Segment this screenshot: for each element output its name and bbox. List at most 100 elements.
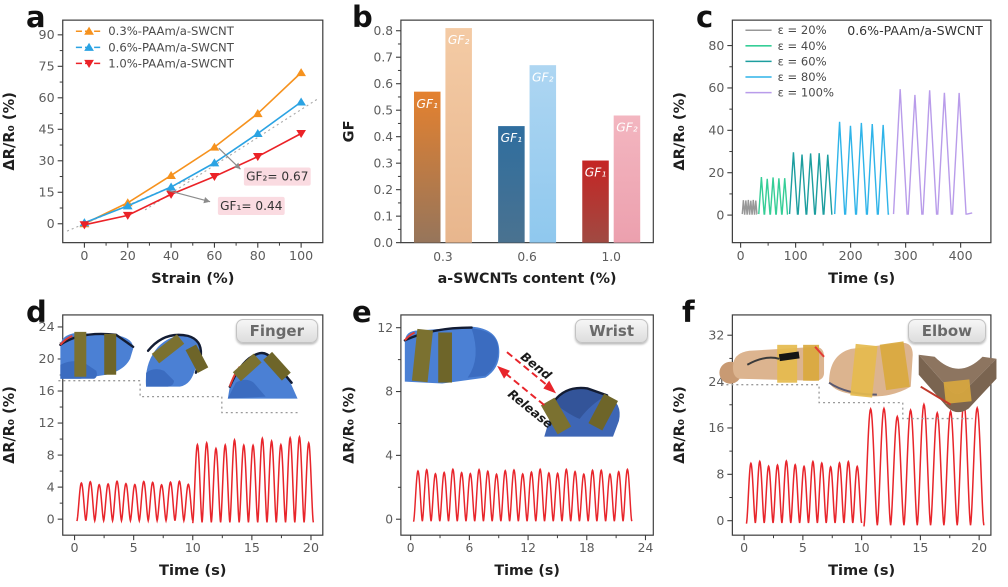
- panel-letter-c: c: [696, 0, 714, 34]
- x-category-label: 1.0: [601, 249, 621, 264]
- response-wave: [863, 399, 985, 527]
- x-tick-label: 0: [80, 248, 88, 263]
- y-tick-label: 4: [47, 479, 55, 494]
- legend-label: 0.3%-PAAm/a-SWCNT: [108, 24, 234, 38]
- x-axis-title: Time (s): [159, 562, 226, 579]
- x-category-label: 0.6: [517, 249, 537, 264]
- y-tick-label: 0.4: [374, 129, 394, 144]
- x-axis-title: Time (s): [494, 563, 559, 579]
- x-tick-label: 18: [579, 541, 595, 555]
- y-tick-label: 0: [716, 513, 724, 528]
- strain-wave: [741, 199, 758, 215]
- y-tick-label: 60: [708, 80, 724, 95]
- y-tick-label: 0.8: [374, 23, 394, 38]
- inplot-title: 0.6%-PAAm/a-SWCNT: [847, 23, 983, 38]
- annotation-arrowhead: [233, 162, 241, 170]
- legend-label: 0.6%-PAAm/a-SWCNT: [108, 40, 234, 54]
- y-tick-label: 0.0: [374, 235, 394, 250]
- data-series-line: [84, 132, 302, 226]
- data-marker: [79, 221, 90, 230]
- panel-a: a 0 15 30 45 60 75 90 0 20 40 60 80 100 Strain (%) ΔR/…: [0, 0, 340, 295]
- response-wave: [745, 459, 863, 524]
- chart-gauge-factor-bars: 0.0 0.1 0.2 0.3 0.4 0.5 0.6 0.7 0.8 a-SWCNTs cont…: [342, 19, 654, 287]
- legend-label: ε = 80%: [778, 70, 827, 84]
- annotation-text: GF₂= 0.67: [246, 170, 308, 184]
- data-marker: [209, 158, 220, 167]
- panel-letter-d: d: [26, 295, 47, 329]
- chart-finger-bending: 0 4 8 12 16 20 24 0 5 10 15 20 Time (s) ΔR/R₀ (%): [1, 314, 324, 579]
- annotation-box: [217, 196, 285, 215]
- bar-value-label: GF₁: [417, 96, 438, 111]
- response-wave: [412, 467, 633, 522]
- panel-letter-b: b: [352, 0, 373, 34]
- x-tick-label: 6: [465, 541, 473, 555]
- panel-d: d 0 4 8 12 16 20 24 0 5 10 15 20 Time (s) ΔR/R₀ (%) F…: [0, 295, 340, 587]
- data-series-line: [84, 72, 302, 225]
- y-axis-title: GF: [342, 120, 358, 142]
- x-tick-label: 40: [163, 248, 179, 263]
- x-tick-label: 100: [289, 248, 313, 263]
- x-tick-label: 20: [971, 540, 987, 555]
- x-tick-label: 20: [303, 540, 319, 555]
- y-tick-label: 32: [708, 327, 724, 342]
- panel-letter-f: f: [682, 295, 695, 329]
- bar: [613, 115, 641, 243]
- y-tick-label: 8: [385, 385, 393, 399]
- x-tick-label: 60: [206, 248, 222, 263]
- x-tick-label: 5: [130, 540, 138, 555]
- data-marker: [84, 42, 94, 51]
- data-marker: [166, 170, 176, 179]
- y-tick-label: 45: [39, 122, 55, 137]
- y-tick-label: 0: [47, 216, 55, 231]
- panel-e: e 0 4 8 12 0 6 12 18 24 Time (s) ΔR/R₀ (%) Wrist: [340, 295, 670, 587]
- y-tick-label: 20: [708, 165, 724, 180]
- y-tick-label: 0.6: [374, 76, 394, 91]
- y-axis-title: ΔR/R₀ (%): [342, 386, 358, 464]
- bar: [413, 91, 441, 243]
- response-wave: [76, 480, 194, 524]
- data-marker: [296, 68, 306, 77]
- panel-b: b 0.0 0.1 0.2 0.3 0.4 0.5 0.6 0.7 0.8 a-SWCNTs co…: [340, 0, 670, 295]
- y-tick-label: 30: [39, 153, 55, 168]
- legend-label: ε = 40%: [778, 39, 827, 53]
- bar-value-label: GF₁: [501, 130, 522, 145]
- y-tick-label: 20: [39, 351, 55, 366]
- y-tick-label: 90: [39, 27, 55, 42]
- y-tick-label: 40: [708, 123, 724, 138]
- panel-c: c 0 20 40 60 80 0 100 200 300 400 Time (s) ΔR/R₀ (%…: [670, 0, 1008, 295]
- data-marker: [122, 201, 133, 210]
- y-tick-label: 4: [385, 448, 393, 462]
- x-tick-label: 400: [949, 248, 973, 263]
- strain-wave: [788, 152, 833, 215]
- strain-wave: [892, 89, 973, 215]
- y-tick-label: 80: [708, 38, 724, 53]
- bar: [445, 28, 472, 243]
- annotation-text: GF₁= 0.44: [220, 199, 283, 213]
- y-tick-label: 0.3: [374, 155, 394, 170]
- x-tick-label: 10: [854, 540, 870, 555]
- y-tick-label: 24: [39, 319, 55, 334]
- data-marker: [252, 128, 263, 138]
- plot-frame: [400, 314, 654, 536]
- x-tick-label: 15: [912, 540, 928, 555]
- panel-letter-a: a: [26, 0, 46, 34]
- chart-strain-response: 0 15 30 45 60 75 90 0 20 40 60 80 100 Strain (%) ΔR/R₀…: [1, 19, 324, 287]
- data-marker: [166, 182, 176, 191]
- y-tick-label: 8: [716, 467, 724, 482]
- x-tick-label: 5: [799, 540, 807, 555]
- x-tick-label: 10: [185, 540, 201, 555]
- bar-value-label: GF₁: [585, 164, 606, 179]
- data-marker: [122, 211, 133, 220]
- panel-f: f 0 8 16 24 32 0 5 10 15 20 Time (s) ΔR/R₀ (%) Elbo…: [670, 295, 1008, 587]
- x-tick-label: 0: [71, 540, 79, 555]
- x-tick-label: 0: [740, 540, 748, 555]
- y-axis-title: ΔR/R₀ (%): [672, 386, 688, 464]
- data-marker: [84, 26, 94, 35]
- y-tick-label: 15: [39, 185, 55, 200]
- legend-label: ε = 100%: [778, 86, 834, 100]
- y-axis-title: ΔR/R₀ (%): [671, 92, 688, 170]
- y-tick-label: 0: [385, 512, 393, 526]
- legend-label: ε = 60%: [778, 54, 827, 68]
- data-marker: [296, 129, 306, 139]
